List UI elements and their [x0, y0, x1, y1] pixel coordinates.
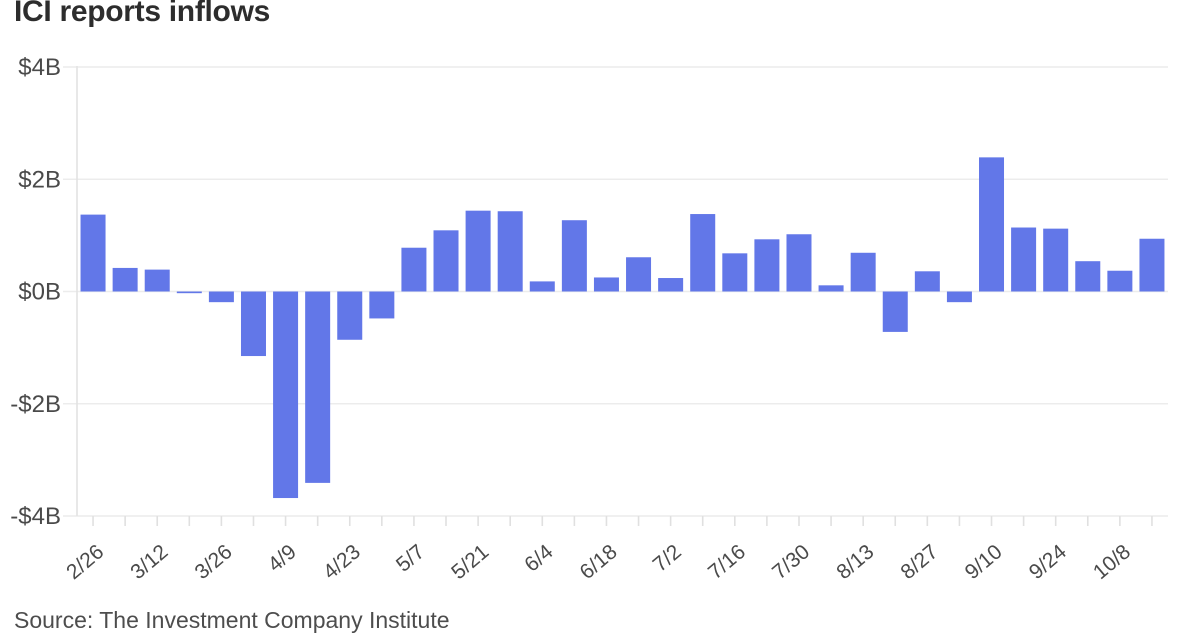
y-tick-label: $0B [18, 279, 61, 306]
bar [240, 291, 266, 357]
bar [337, 291, 363, 340]
bar [1075, 261, 1101, 292]
bar [850, 252, 876, 292]
bar [112, 267, 138, 292]
x-tick-label: 10/8 [1089, 540, 1135, 584]
bar [401, 247, 427, 292]
y-tick-label: $4B [18, 54, 61, 81]
bar [497, 211, 523, 292]
bar [369, 291, 395, 319]
x-tick-label: 9/24 [1025, 540, 1071, 584]
bar [593, 277, 619, 292]
bar [1043, 228, 1069, 292]
bar [658, 278, 684, 292]
bar [529, 281, 555, 292]
bar [818, 285, 844, 292]
x-tick-label: 5/7 [392, 540, 429, 576]
bar [722, 253, 748, 292]
bar [690, 214, 716, 292]
bar [754, 239, 780, 292]
bar [273, 291, 299, 499]
x-tick-label: 6/18 [576, 540, 622, 584]
x-tick-label: 6/4 [520, 540, 557, 577]
bar [176, 291, 202, 294]
bar [626, 257, 652, 292]
bar [1139, 238, 1165, 292]
bar [208, 291, 234, 303]
bar [1107, 270, 1133, 292]
bar [465, 210, 491, 292]
bar [979, 157, 1005, 292]
bar [433, 230, 459, 292]
x-tick-label: 4/23 [319, 540, 365, 584]
bar [561, 220, 587, 292]
x-tick-label: 8/13 [832, 540, 878, 584]
bar [144, 269, 170, 292]
bar [786, 234, 812, 292]
x-tick-label: 7/2 [649, 540, 686, 576]
y-tick-label: -$2B [10, 391, 61, 418]
x-tick-label: 8/27 [896, 540, 942, 584]
x-tick-label: 4/9 [264, 540, 301, 576]
x-tick-label: 9/10 [961, 540, 1007, 584]
bar [1011, 227, 1037, 292]
x-tick-label: 2/26 [62, 540, 108, 584]
x-tick-label: 7/30 [768, 540, 814, 584]
y-tick-label: $2B [18, 166, 61, 193]
bar [882, 291, 908, 332]
source-note: Source: The Investment Company Institute [14, 607, 450, 633]
y-tick-label: -$4B [10, 503, 61, 530]
x-tick-label: 3/12 [126, 540, 172, 584]
bar [946, 291, 972, 303]
x-tick-label: 7/16 [704, 540, 750, 584]
chart-title: ICI reports inflows [14, 0, 270, 28]
bar [80, 214, 106, 292]
x-tick-label: 5/21 [447, 540, 493, 584]
bar [914, 271, 940, 292]
x-tick-label: 3/26 [191, 540, 237, 584]
bar [305, 291, 331, 483]
